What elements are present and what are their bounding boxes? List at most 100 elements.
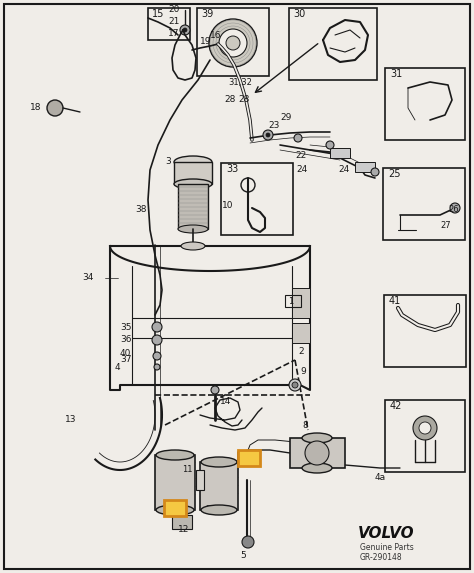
Text: 24: 24 bbox=[296, 166, 307, 175]
Text: 6: 6 bbox=[169, 504, 175, 512]
Bar bbox=[196, 470, 204, 490]
Text: 28: 28 bbox=[238, 96, 249, 104]
Ellipse shape bbox=[178, 225, 208, 233]
Text: 28: 28 bbox=[224, 96, 236, 104]
Circle shape bbox=[419, 422, 431, 434]
Text: 5: 5 bbox=[240, 551, 246, 559]
Circle shape bbox=[263, 130, 273, 140]
Text: 24: 24 bbox=[338, 166, 349, 175]
Bar bbox=[155, 455, 195, 510]
Circle shape bbox=[183, 28, 187, 32]
Text: 35: 35 bbox=[120, 323, 131, 332]
Text: 16: 16 bbox=[210, 32, 221, 41]
Text: 41: 41 bbox=[389, 296, 401, 306]
Ellipse shape bbox=[156, 505, 194, 515]
Bar bbox=[290, 438, 345, 468]
Circle shape bbox=[450, 203, 460, 213]
Text: GR-290148: GR-290148 bbox=[360, 554, 402, 563]
Text: 13: 13 bbox=[65, 415, 76, 425]
Bar bbox=[330, 148, 350, 158]
Text: 11: 11 bbox=[182, 465, 192, 474]
Text: 39: 39 bbox=[201, 9, 213, 19]
Bar bbox=[148, 8, 190, 40]
Bar bbox=[172, 515, 192, 529]
Circle shape bbox=[152, 322, 162, 332]
Circle shape bbox=[180, 25, 190, 35]
Circle shape bbox=[209, 19, 257, 67]
Bar bbox=[238, 450, 260, 466]
Text: Genuine Parts: Genuine Parts bbox=[360, 543, 414, 551]
Text: 2: 2 bbox=[298, 347, 304, 356]
Text: 4a: 4a bbox=[375, 473, 386, 482]
Bar bbox=[174, 162, 212, 184]
Bar bbox=[289, 8, 377, 80]
Text: 30: 30 bbox=[293, 9, 305, 19]
Text: 10: 10 bbox=[222, 201, 234, 210]
Circle shape bbox=[154, 364, 160, 370]
Circle shape bbox=[47, 100, 63, 116]
Bar bbox=[178, 184, 208, 229]
Circle shape bbox=[242, 536, 254, 548]
Circle shape bbox=[289, 379, 301, 391]
Text: 23: 23 bbox=[268, 120, 279, 129]
Text: 42: 42 bbox=[390, 401, 402, 411]
Text: 8: 8 bbox=[302, 421, 308, 430]
Circle shape bbox=[294, 134, 302, 142]
Circle shape bbox=[292, 382, 298, 388]
Bar bbox=[292, 323, 310, 343]
Bar bbox=[384, 295, 466, 367]
Bar bbox=[385, 400, 465, 472]
Text: 31,32: 31,32 bbox=[228, 77, 252, 87]
Bar bbox=[285, 295, 301, 307]
Bar bbox=[164, 500, 186, 516]
Ellipse shape bbox=[201, 457, 237, 467]
Text: 15: 15 bbox=[152, 9, 164, 19]
Bar bbox=[355, 162, 375, 172]
Text: 27: 27 bbox=[440, 221, 451, 230]
Text: 19: 19 bbox=[200, 37, 211, 46]
Text: 31: 31 bbox=[390, 69, 402, 79]
Text: 34: 34 bbox=[82, 273, 93, 282]
Text: 7: 7 bbox=[205, 505, 211, 515]
Text: 21: 21 bbox=[168, 18, 179, 26]
Circle shape bbox=[226, 36, 240, 50]
Text: 3: 3 bbox=[165, 158, 171, 167]
Bar bbox=[200, 462, 238, 510]
Text: 25: 25 bbox=[388, 169, 401, 179]
Text: 12: 12 bbox=[178, 525, 190, 535]
Text: 17: 17 bbox=[168, 29, 180, 38]
Ellipse shape bbox=[302, 463, 332, 473]
Bar bbox=[383, 168, 465, 240]
Bar bbox=[385, 68, 465, 140]
Circle shape bbox=[326, 141, 334, 149]
Circle shape bbox=[305, 441, 329, 465]
Circle shape bbox=[413, 416, 437, 440]
Text: 14: 14 bbox=[220, 398, 231, 406]
Text: 36: 36 bbox=[120, 336, 131, 344]
Text: 22: 22 bbox=[295, 151, 306, 159]
Text: 33: 33 bbox=[226, 164, 238, 174]
Ellipse shape bbox=[302, 433, 332, 443]
Circle shape bbox=[219, 29, 247, 57]
Text: 6: 6 bbox=[243, 453, 249, 462]
Text: 4: 4 bbox=[115, 363, 120, 371]
Text: 38: 38 bbox=[135, 206, 146, 214]
Ellipse shape bbox=[156, 450, 194, 460]
Text: 1: 1 bbox=[288, 297, 293, 307]
Text: 18: 18 bbox=[30, 104, 42, 112]
Text: 37: 37 bbox=[120, 355, 131, 364]
Bar bbox=[292, 288, 310, 318]
Bar bbox=[221, 163, 293, 235]
Circle shape bbox=[371, 168, 379, 176]
Text: 20: 20 bbox=[168, 6, 179, 14]
Ellipse shape bbox=[174, 179, 212, 189]
Circle shape bbox=[152, 335, 162, 345]
Circle shape bbox=[211, 386, 219, 394]
Bar bbox=[197, 8, 269, 76]
Text: 29: 29 bbox=[280, 113, 292, 123]
Text: 26: 26 bbox=[448, 206, 459, 214]
Text: VOLVO: VOLVO bbox=[358, 525, 415, 540]
Text: 40: 40 bbox=[120, 348, 131, 358]
Ellipse shape bbox=[174, 156, 212, 168]
Circle shape bbox=[153, 352, 161, 360]
